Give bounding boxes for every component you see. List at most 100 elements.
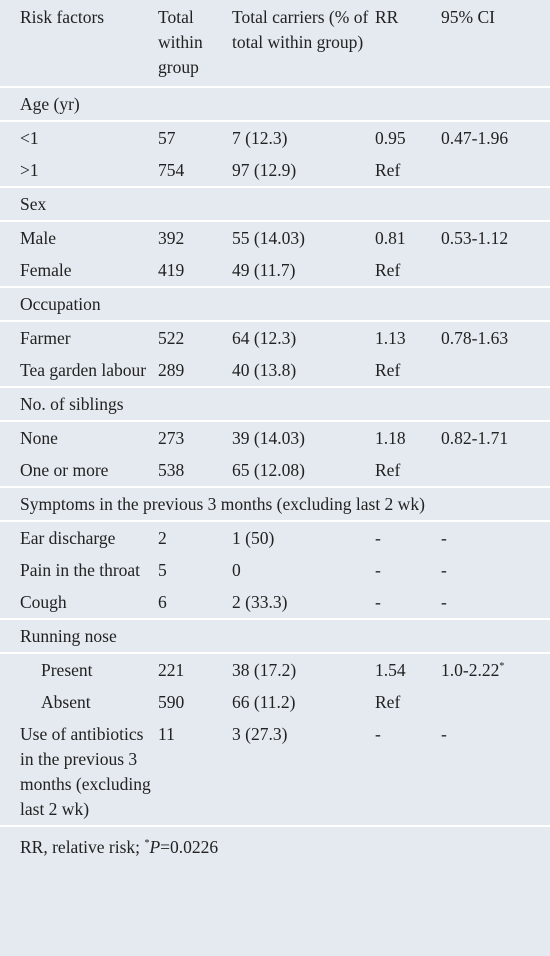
group-label: Occupation	[0, 287, 550, 322]
data-row: Present 221 38 (17.2) 1.54 1.0-2.22*	[0, 653, 550, 686]
cell	[441, 254, 550, 288]
header-cell: 95% CI	[441, 0, 550, 88]
cell: 38 (17.2)	[232, 660, 297, 680]
cell: 0.47-1.96	[441, 128, 509, 148]
cell: 221	[158, 660, 185, 680]
row-label: Tea garden labour	[0, 354, 158, 388]
group-row: Age (yr)	[0, 87, 550, 122]
footnote-value: =0.0226	[160, 837, 219, 857]
header-row: Risk factors Total within group Total ca…	[0, 0, 550, 88]
group-row: Sex	[0, 187, 550, 222]
cell: 57	[158, 128, 176, 148]
row-label: Absent	[41, 692, 91, 712]
risk-table: Risk factors Total within group Total ca…	[0, 0, 550, 827]
cell: 392	[158, 228, 185, 248]
cell: 66 (11.2)	[232, 692, 296, 712]
cell: 754	[158, 154, 232, 188]
group-label: Age (yr)	[0, 87, 550, 122]
cell: 0.78-1.63	[441, 328, 509, 348]
group-row: Occupation	[0, 287, 550, 322]
footnote-mark: *	[144, 838, 150, 850]
cell: 2 (33.3)	[232, 586, 375, 620]
table-header: Risk factors Total within group Total ca…	[0, 0, 550, 88]
cell: Ref	[375, 354, 441, 388]
group-label: No. of siblings	[0, 387, 550, 422]
data-row: <1 57 7 (12.3) 0.95 0.47-1.96	[0, 121, 550, 154]
data-row: None 273 39 (14.03) 1.18 0.82-1.71	[0, 421, 550, 454]
cell: 97 (12.9)	[232, 154, 375, 188]
cell: 1.0-2.22*	[441, 660, 505, 680]
row-label: Ear discharge	[20, 528, 116, 548]
cell: 65 (12.08)	[232, 454, 375, 488]
cell: 2	[158, 528, 167, 548]
footnote-p: P	[149, 837, 161, 857]
row-label: None	[20, 428, 58, 448]
cell: -	[375, 560, 381, 580]
cell: 64 (12.3)	[232, 328, 297, 348]
cell: -	[441, 528, 447, 548]
group-label: Running nose	[0, 619, 550, 654]
cell: 1 (50)	[232, 528, 275, 548]
data-row: Cough 6 2 (33.3) - -	[0, 586, 550, 620]
cell: 40 (13.8)	[232, 354, 375, 388]
cell-mark: *	[499, 661, 505, 673]
cell: 538	[158, 454, 232, 488]
row-label: Female	[0, 254, 158, 288]
cell	[441, 354, 550, 388]
cell: 3 (27.3)	[232, 718, 375, 827]
row-label: Present	[41, 660, 93, 680]
cell: 0.81	[375, 228, 406, 248]
cell: Ref	[375, 454, 441, 488]
group-label: Symptoms in the previous 3 months (exclu…	[0, 487, 550, 522]
cell: 0.82-1.71	[441, 428, 509, 448]
cell: -	[375, 586, 441, 620]
data-row: >1 754 97 (12.9) Ref	[0, 154, 550, 188]
row-label: Pain in the throat	[20, 560, 141, 580]
cell	[441, 154, 550, 188]
data-row: Male 392 55 (14.03) 0.81 0.53-1.12	[0, 221, 550, 254]
data-row: Absent 590 66 (11.2) Ref	[0, 686, 550, 718]
header-cell: RR	[375, 0, 441, 88]
data-row: Use of antibiotics in the previous 3 mon…	[0, 718, 550, 827]
cell: -	[441, 718, 550, 827]
row-label: <1	[20, 128, 39, 148]
cell: -	[375, 528, 381, 548]
cell: 1.13	[375, 328, 406, 348]
cell: 0.95	[375, 128, 406, 148]
cell: Ref	[375, 254, 441, 288]
cell: 0.53-1.12	[441, 228, 509, 248]
group-row: No. of siblings	[0, 387, 550, 422]
header-cell: Total carriers (% of total within group)	[232, 0, 375, 88]
cell: 289	[158, 354, 232, 388]
cell: 0	[232, 560, 241, 580]
cell: 49 (11.7)	[232, 254, 375, 288]
cell: 1.54	[375, 660, 406, 680]
row-label: Use of antibiotics in the previous 3 mon…	[0, 718, 158, 827]
row-label: Male	[20, 228, 56, 248]
table-body: Age (yr) <1 57 7 (12.3) 0.95 0.47-1.96 >1 754 97…	[0, 87, 550, 827]
data-row: Female 419 49 (11.7) Ref	[0, 254, 550, 288]
data-row: Farmer 522 64 (12.3) 1.13 0.78-1.63	[0, 321, 550, 354]
cell	[441, 686, 550, 718]
cell: Ref	[375, 692, 401, 712]
cell: Ref	[375, 154, 441, 188]
header-cell: Total within group	[158, 0, 232, 88]
cell: 6	[158, 586, 232, 620]
row-label: Cough	[0, 586, 158, 620]
header-cell: Risk factors	[0, 0, 158, 88]
row-label: One or more	[0, 454, 158, 488]
row-label: Farmer	[20, 328, 71, 348]
group-label: Sex	[0, 187, 550, 222]
footnote: RR, relative risk; *P=0.0226	[0, 827, 550, 860]
row-label: >1	[0, 154, 158, 188]
cell: 273	[158, 428, 185, 448]
cell: -	[441, 586, 550, 620]
cell: -	[441, 560, 447, 580]
cell: 1.18	[375, 428, 406, 448]
cell: 39 (14.03)	[232, 428, 305, 448]
cell: 5	[158, 560, 167, 580]
cell	[441, 454, 550, 488]
footnote-text: RR, relative risk;	[20, 837, 145, 857]
cell: 419	[158, 254, 232, 288]
